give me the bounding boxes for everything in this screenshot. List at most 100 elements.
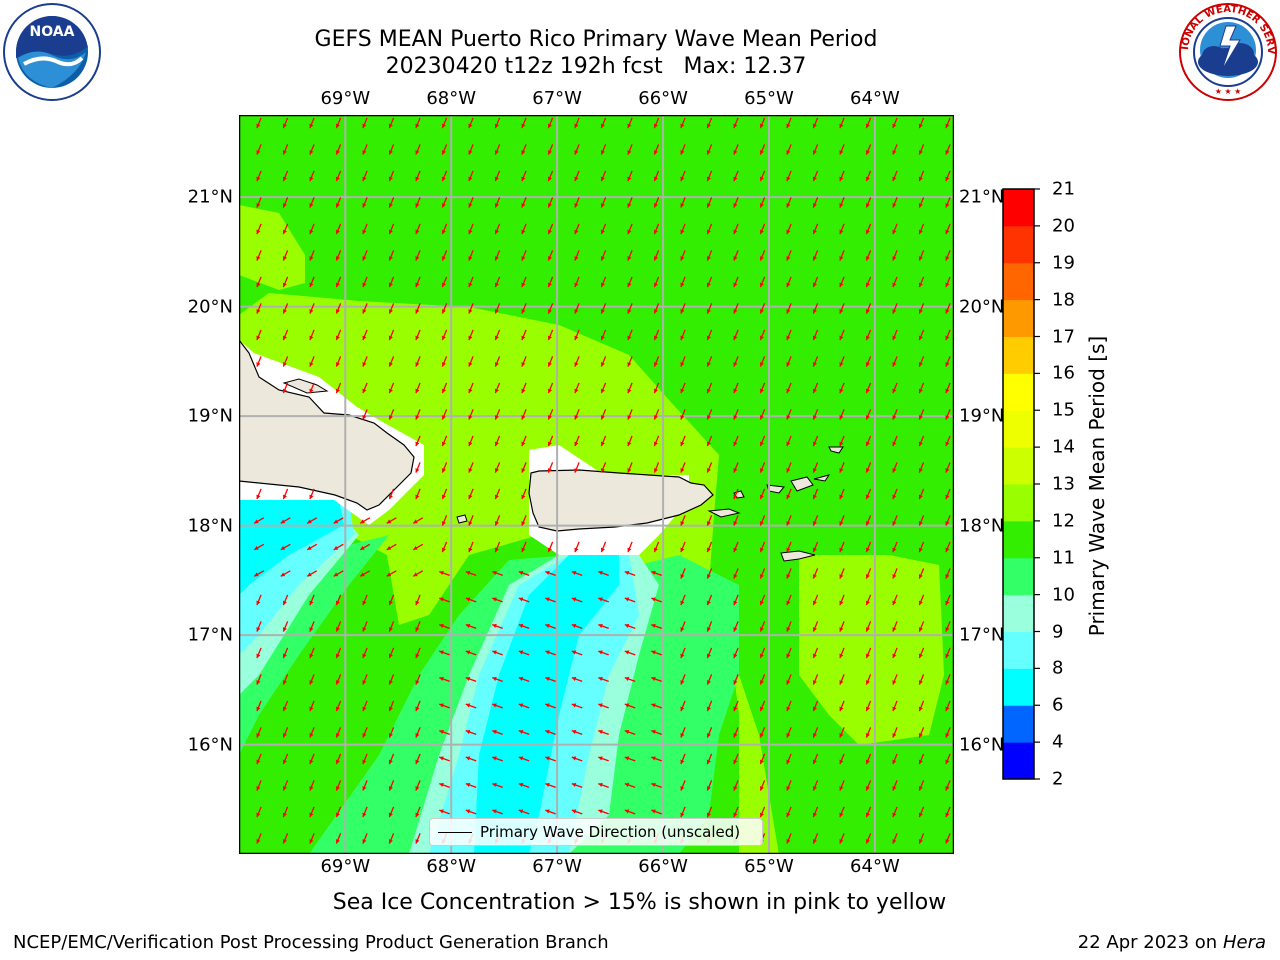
- wave-arrow-head: [282, 388, 287, 394]
- lat-tick-right: 21°N: [959, 186, 1005, 208]
- lon-tick-top: 67°W: [532, 88, 582, 109]
- lat-tick-left: 19°N: [187, 405, 233, 427]
- wave-arrow-head: [759, 494, 764, 500]
- wave-arrow-head: [333, 519, 339, 524]
- colorbar-tick-label: 15: [1052, 399, 1075, 421]
- wave-arrow-head: [786, 574, 791, 579]
- wave-arrow-head: [627, 335, 632, 341]
- wave-arrow-head: [492, 756, 497, 761]
- wave-arrow-head: [574, 203, 579, 208]
- wave-arrow-head: [600, 388, 605, 394]
- wave-arrow-head: [571, 597, 577, 602]
- wave-arrow-head: [733, 362, 738, 367]
- lat-tick-right: 18°N: [959, 515, 1005, 537]
- wave-arrow-head: [494, 388, 499, 394]
- wave-arrow-head: [547, 335, 552, 341]
- wave-arrow-head: [786, 521, 791, 526]
- wave-arrow-head: [759, 282, 764, 288]
- wave-arrow-head: [333, 545, 339, 550]
- land-virgin-islands: [707, 508, 741, 518]
- wave-arrow-head: [439, 703, 444, 708]
- wave-arrow-head: [680, 256, 685, 261]
- wave-arrow-head: [812, 600, 817, 606]
- wave-arrow-head: [839, 574, 844, 579]
- wave-arrow-head: [468, 494, 473, 500]
- wave-arrow-head: [465, 597, 471, 602]
- wave-arrow-head: [282, 812, 287, 818]
- wave-arrow-head: [282, 229, 287, 235]
- wave-arrow-head: [415, 362, 420, 367]
- wave-arrow-head: [494, 521, 499, 526]
- wave-arrow-head: [680, 521, 685, 526]
- wave-arrow-head: [680, 680, 685, 685]
- wave-arrow-head: [256, 627, 261, 632]
- wave-arrow-head: [706, 176, 711, 182]
- wave-arrow-head: [759, 176, 764, 182]
- wave-arrow-head: [521, 123, 526, 129]
- wave-arrow-head: [918, 362, 923, 367]
- wave-arrow-head: [865, 733, 870, 738]
- wave-arrow-head: [839, 203, 844, 208]
- colorbar-label: Primary Wave Mean Period [s]: [1085, 335, 1109, 637]
- wave-arrow-head: [733, 786, 738, 791]
- wave-arrow-head: [812, 282, 817, 288]
- wave-arrow-head: [388, 600, 393, 606]
- wave-arrow-head: [492, 676, 497, 681]
- wave-arrow-head: [680, 759, 685, 765]
- wave-arrow-head: [759, 335, 764, 341]
- wave-arrow-head: [733, 574, 738, 579]
- wave-arrow-head: [680, 812, 685, 818]
- wave-arrow-head: [759, 759, 764, 765]
- wave-arrow-head: [918, 839, 923, 844]
- wave-arrow-head: [706, 203, 711, 208]
- wave-arrow-head: [918, 282, 923, 288]
- wave-arrow-head: [892, 150, 897, 155]
- wave-arrow-head: [733, 759, 738, 765]
- wave-arrow-head: [680, 786, 685, 791]
- wave-arrow-head: [786, 203, 791, 208]
- wave-arrow-head: [839, 494, 844, 500]
- wave-arrow-head: [571, 570, 577, 575]
- wave-arrow-head: [892, 335, 897, 341]
- wave-arrow-head: [918, 494, 923, 500]
- wave-arrow-head: [600, 123, 605, 129]
- wave-arrow-head: [680, 733, 685, 738]
- wave-arrow-head: [839, 309, 844, 314]
- wave-arrow-head: [865, 468, 870, 473]
- wave-arrow-head: [865, 203, 870, 208]
- wave-arrow-head: [362, 706, 367, 712]
- wave-arrow-head: [492, 570, 497, 575]
- land-hispaniola: [239, 339, 415, 511]
- wave-arrow-head: [386, 545, 392, 550]
- wave-arrow-head: [547, 229, 552, 235]
- wave-arrow-head: [415, 759, 420, 765]
- colorbar-segment: [1003, 336, 1034, 374]
- wave-arrow-head: [518, 703, 524, 708]
- wave-arrow-head: [918, 574, 923, 579]
- wave-arrow-head: [759, 706, 764, 712]
- wave-arrow-head: [413, 519, 418, 524]
- wave-arrow-head: [733, 680, 738, 685]
- wave-arrow-head: [945, 627, 950, 632]
- wave-arrow-head: [865, 441, 870, 447]
- lon-tick-bottom: 66°W: [638, 856, 688, 877]
- wave-arrow-head: [839, 256, 844, 261]
- wave-arrow-head: [918, 521, 923, 526]
- wave-arrow-head: [521, 547, 526, 553]
- wave-arrow-head: [521, 494, 526, 500]
- wave-arrow-head: [653, 282, 658, 288]
- wave-arrow-head: [892, 282, 897, 288]
- wave-arrow-head: [547, 415, 552, 420]
- lat-tick-right: 19°N: [959, 405, 1005, 427]
- wave-arrow-head: [839, 839, 844, 844]
- wave-arrow-head: [812, 176, 817, 182]
- wave-arrow-head: [759, 468, 764, 473]
- wave-arrow-head: [521, 362, 526, 367]
- wave-arrow-head: [918, 388, 923, 394]
- wave-arrow-head: [733, 468, 738, 473]
- wave-arrow-head: [865, 653, 870, 659]
- wave-arrow-head: [388, 627, 393, 632]
- wave-arrow-head: [918, 203, 923, 208]
- wave-arrow-head: [415, 839, 420, 844]
- map-frame: [239, 115, 954, 854]
